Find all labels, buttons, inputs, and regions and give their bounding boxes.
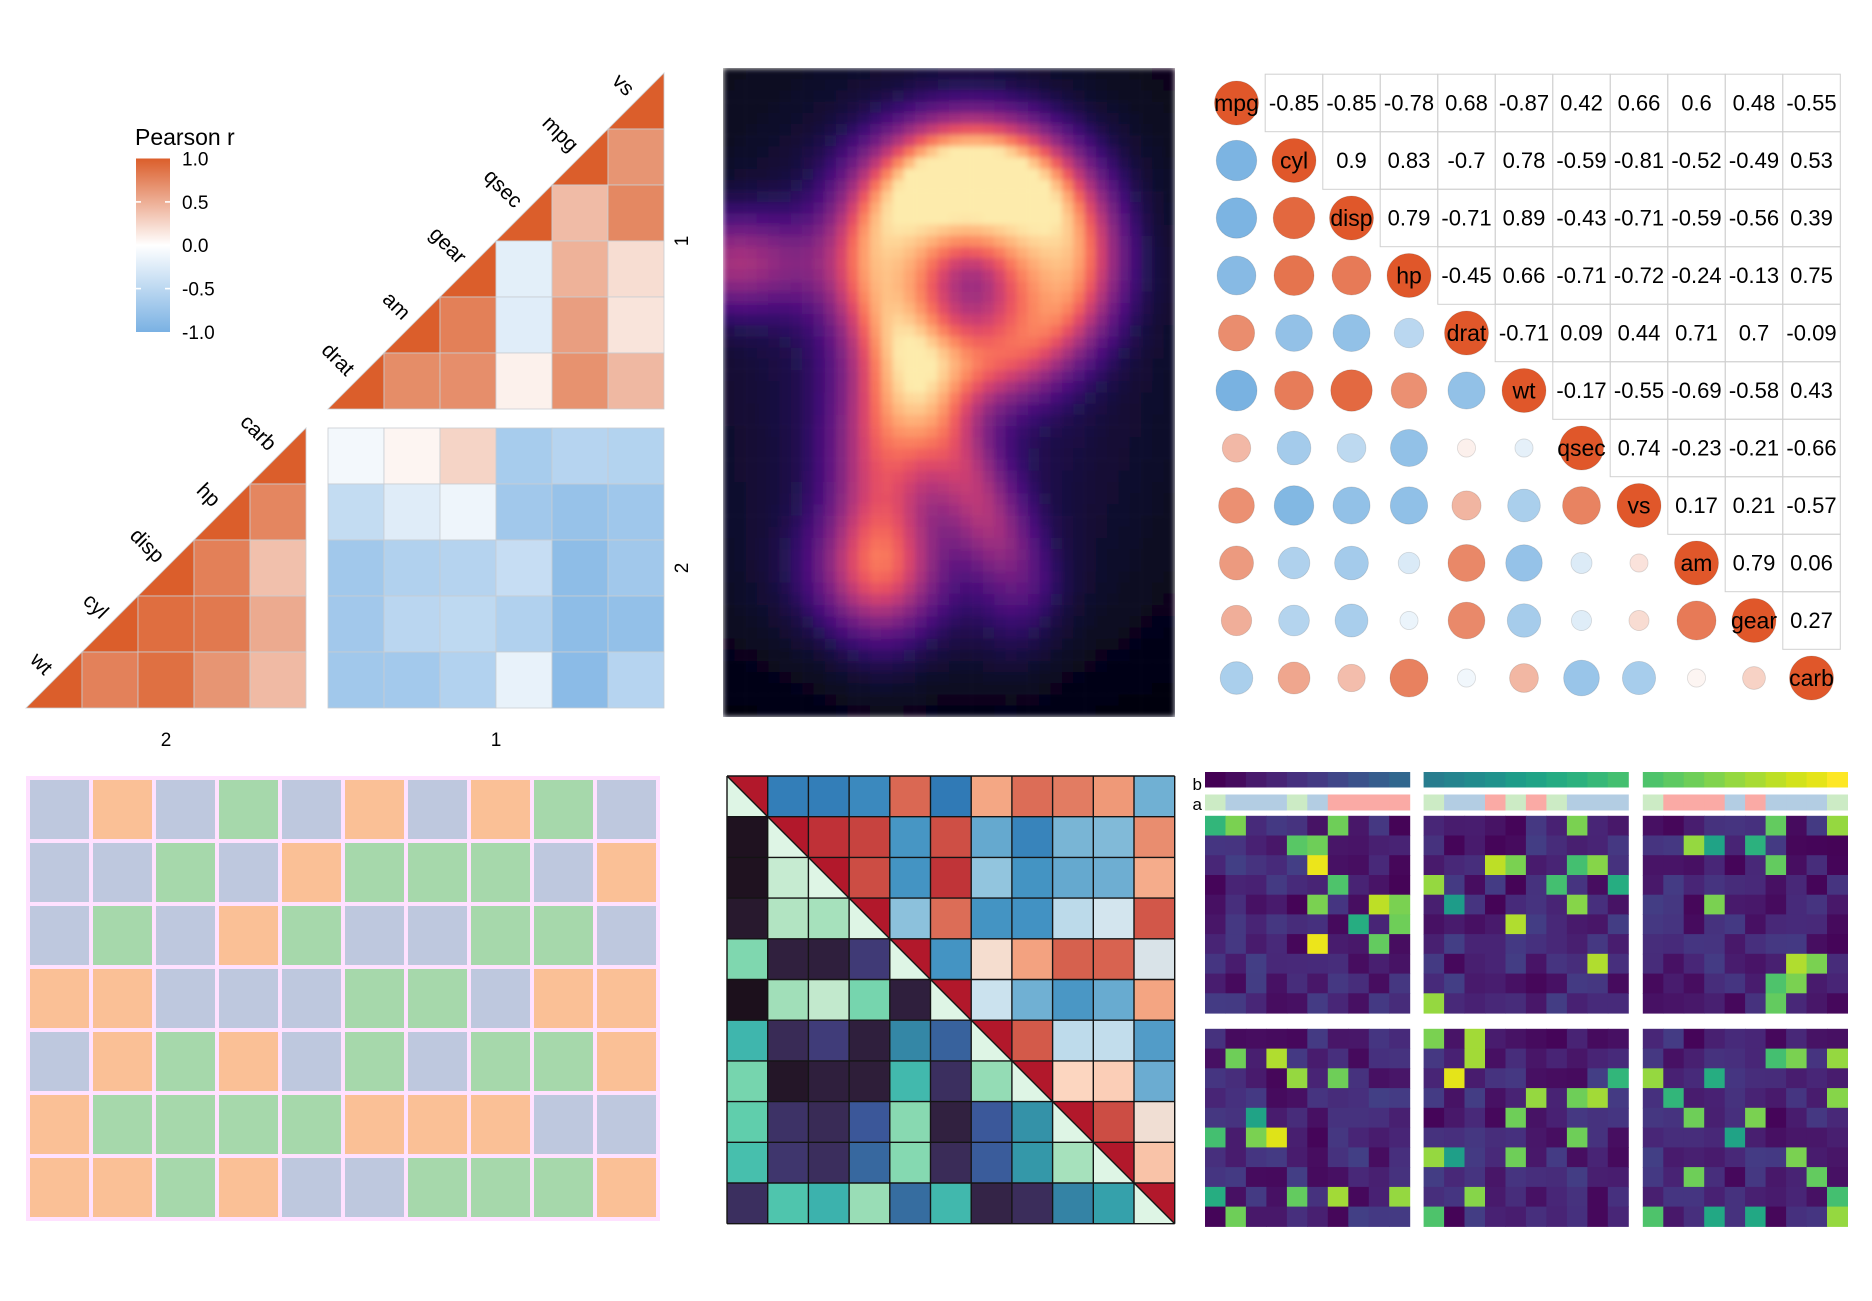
svg-text:0.21: 0.21 xyxy=(1733,493,1776,518)
svg-text:1: 1 xyxy=(672,236,693,247)
svg-text:0.83: 0.83 xyxy=(1388,148,1431,173)
svg-text:wt: wt xyxy=(1512,378,1537,404)
svg-text:0.53: 0.53 xyxy=(1790,148,1833,173)
svg-text:-0.78: -0.78 xyxy=(1384,91,1434,116)
svg-text:b: b xyxy=(1193,775,1202,794)
svg-text:-0.85: -0.85 xyxy=(1269,91,1319,116)
svg-text:0.42: 0.42 xyxy=(1560,91,1603,116)
svg-text:-0.49: -0.49 xyxy=(1729,148,1779,173)
svg-text:0.79: 0.79 xyxy=(1733,551,1776,576)
svg-text:-0.69: -0.69 xyxy=(1671,378,1721,403)
svg-text:mpg: mpg xyxy=(1214,90,1259,116)
svg-text:-0.45: -0.45 xyxy=(1441,263,1491,288)
svg-text:-0.57: -0.57 xyxy=(1786,493,1836,518)
svg-text:am: am xyxy=(1681,550,1713,576)
svg-text:0.0: 0.0 xyxy=(182,236,208,257)
svg-text:0.7: 0.7 xyxy=(1739,321,1770,346)
svg-text:0.74: 0.74 xyxy=(1618,436,1661,461)
svg-text:-0.72: -0.72 xyxy=(1614,263,1664,288)
svg-text:1: 1 xyxy=(491,730,502,751)
svg-text:carb: carb xyxy=(1789,665,1834,691)
svg-text:2: 2 xyxy=(672,563,693,574)
svg-text:0.17: 0.17 xyxy=(1675,493,1718,518)
svg-text:-0.71: -0.71 xyxy=(1499,321,1549,346)
svg-text:drat: drat xyxy=(1447,320,1487,346)
svg-text:-0.71: -0.71 xyxy=(1614,206,1664,231)
svg-text:-0.23: -0.23 xyxy=(1671,436,1721,461)
svg-text:-0.56: -0.56 xyxy=(1729,206,1779,231)
svg-text:0.66: 0.66 xyxy=(1503,263,1546,288)
svg-text:-0.5: -0.5 xyxy=(182,280,215,301)
svg-text:1.0: 1.0 xyxy=(182,150,208,171)
svg-text:-0.85: -0.85 xyxy=(1326,91,1376,116)
svg-text:0.68: 0.68 xyxy=(1445,91,1488,116)
svg-text:vs: vs xyxy=(1628,493,1651,519)
svg-text:qsec: qsec xyxy=(1557,435,1606,461)
svg-text:-0.59: -0.59 xyxy=(1556,148,1606,173)
svg-text:-0.87: -0.87 xyxy=(1499,91,1549,116)
svg-text:0.6: 0.6 xyxy=(1681,91,1712,116)
svg-text:-0.55: -0.55 xyxy=(1614,378,1664,403)
svg-text:Pearson r: Pearson r xyxy=(135,124,235,150)
svg-text:-0.7: -0.7 xyxy=(1448,148,1486,173)
svg-text:-0.09: -0.09 xyxy=(1786,321,1836,346)
svg-text:0.5: 0.5 xyxy=(182,193,208,214)
svg-text:-0.81: -0.81 xyxy=(1614,148,1664,173)
svg-text:-1.0: -1.0 xyxy=(182,323,215,344)
svg-text:disp: disp xyxy=(1330,205,1372,231)
svg-text:-0.13: -0.13 xyxy=(1729,263,1779,288)
svg-text:2: 2 xyxy=(161,730,172,751)
svg-text:0.75: 0.75 xyxy=(1790,263,1833,288)
svg-text:cyl: cyl xyxy=(1280,148,1308,174)
svg-text:0.43: 0.43 xyxy=(1790,378,1833,403)
svg-text:0.9: 0.9 xyxy=(1336,148,1367,173)
svg-text:0.79: 0.79 xyxy=(1388,206,1431,231)
svg-text:0.89: 0.89 xyxy=(1503,206,1546,231)
svg-text:-0.71: -0.71 xyxy=(1556,263,1606,288)
svg-text:0.06: 0.06 xyxy=(1790,551,1833,576)
svg-text:-0.66: -0.66 xyxy=(1786,436,1836,461)
svg-text:-0.21: -0.21 xyxy=(1729,436,1779,461)
svg-text:0.44: 0.44 xyxy=(1618,321,1661,346)
svg-text:-0.17: -0.17 xyxy=(1556,378,1606,403)
svg-text:-0.52: -0.52 xyxy=(1671,148,1721,173)
svg-text:0.27: 0.27 xyxy=(1790,608,1833,633)
svg-text:-0.58: -0.58 xyxy=(1729,378,1779,403)
svg-text:0.09: 0.09 xyxy=(1560,321,1603,346)
svg-text:-0.55: -0.55 xyxy=(1786,91,1836,116)
svg-text:-0.71: -0.71 xyxy=(1441,206,1491,231)
svg-text:0.66: 0.66 xyxy=(1618,91,1661,116)
svg-text:-0.59: -0.59 xyxy=(1671,206,1721,231)
svg-text:0.78: 0.78 xyxy=(1503,148,1546,173)
svg-text:-0.43: -0.43 xyxy=(1556,206,1606,231)
svg-text:-0.24: -0.24 xyxy=(1671,263,1721,288)
svg-text:a: a xyxy=(1193,795,1203,814)
svg-text:0.39: 0.39 xyxy=(1790,206,1833,231)
svg-text:hp: hp xyxy=(1396,263,1422,289)
svg-text:gear: gear xyxy=(1731,608,1777,634)
svg-text:0.48: 0.48 xyxy=(1733,91,1776,116)
svg-text:0.71: 0.71 xyxy=(1675,321,1718,346)
